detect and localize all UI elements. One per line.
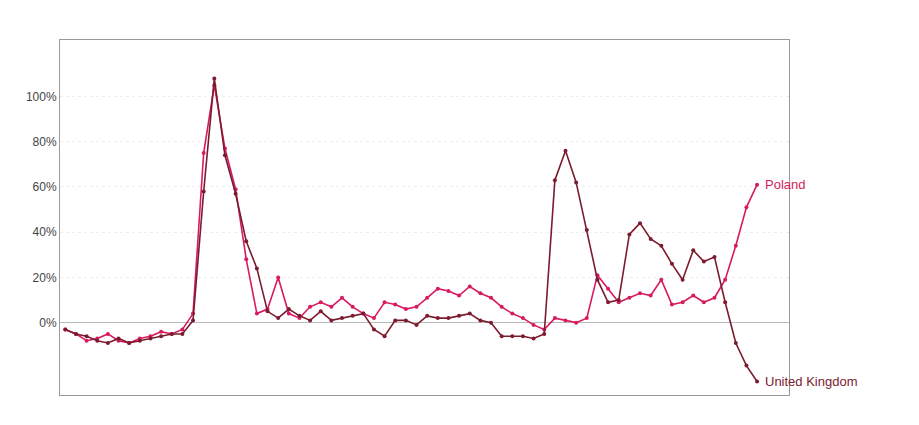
svg-text:0%: 0%	[39, 316, 57, 330]
svg-text:40%: 40%	[33, 225, 57, 239]
svg-text:20%: 20%	[33, 271, 57, 285]
svg-text:100%: 100%	[26, 90, 57, 104]
svg-text:60%: 60%	[33, 180, 57, 194]
svg-text:Poland: Poland	[765, 177, 805, 192]
svg-text:United Kingdom: United Kingdom	[765, 374, 858, 389]
svg-text:80%: 80%	[33, 135, 57, 149]
